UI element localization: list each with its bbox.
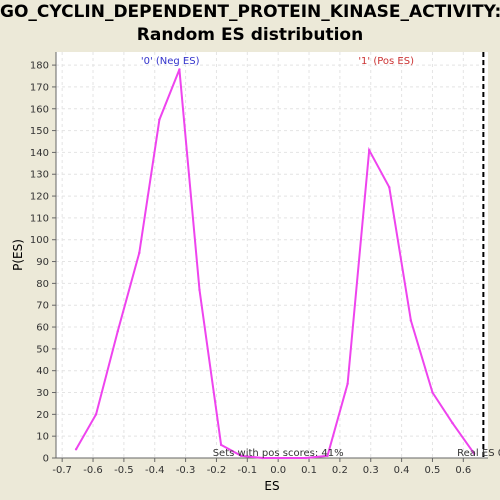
data-point [346,382,349,385]
x-tick-label: -0.4 [145,465,165,476]
data-point [431,391,434,394]
pos-es-label: '1' (Pos ES) [358,56,414,67]
y-tick-label: 40 [36,366,49,377]
x-tick-label: -0.3 [176,465,196,476]
data-point [198,288,201,292]
data-point [368,149,371,152]
data-point [138,251,141,255]
data-point [276,456,280,460]
data-point [219,443,223,447]
x-axis-ticks: -0.7 -0.6 -0.5 -0.4 -0.3 -0.2 -0.1 0.0 0.1 0.2 0.3… [52,458,471,476]
data-point [304,456,308,460]
x-tick-label: -0.6 [83,465,103,476]
x-tick-label: 0.6 [455,465,471,476]
y-tick-label: 70 [36,301,49,312]
sets-with-pos-scores: Sets with pos scores: 41% [213,448,344,459]
y-tick-label: 50 [36,344,49,355]
data-point [158,118,161,121]
x-tick-label: 0.3 [363,465,379,476]
data-point [74,448,78,451]
x-tick-label: -0.7 [52,465,72,476]
y-tick-label: 170 [30,82,49,93]
chart-title-line2: Random ES distribution [136,25,364,45]
y-tick-label: 140 [30,148,49,159]
neg-es-label: '0' (Neg ES) [141,56,200,67]
x-tick-label: 0.0 [270,465,286,476]
data-point [451,421,454,425]
real-es-label: Real ES 0. [457,448,500,459]
data-point [239,454,243,458]
x-tick-label: 0.2 [332,465,348,476]
y-axis-ticks: 0 10 20 30 40 50 60 70 80 90 100 110 120 130 140 150 160… [30,61,56,465]
x-tick-label: -0.2 [207,465,227,476]
data-point [178,68,181,71]
data-point [326,454,329,458]
data-point [472,452,476,455]
y-tick-label: 10 [36,432,49,443]
y-tick-label: 0 [43,454,49,465]
y-tick-label: 100 [30,235,49,246]
y-tick-label: 90 [36,257,49,268]
data-points [74,68,476,460]
y-tick-label: 180 [30,61,49,72]
x-tick-label: 0.1 [301,465,317,476]
chart-title-line1: GO_CYCLIN_DEPENDENT_PROTEIN_KINASE_ACTIV… [0,2,500,22]
data-point [261,456,264,460]
y-tick-label: 130 [30,170,49,181]
plot-area [56,52,488,458]
x-tick-label: 0.5 [425,465,441,476]
data-point [94,413,98,416]
x-axis-label: ES [264,479,279,493]
y-tick-label: 60 [36,323,49,334]
y-tick-label: 20 [36,410,49,421]
x-tick-label: -0.1 [238,465,258,476]
y-tick-label: 110 [30,213,49,224]
y-tick-label: 80 [36,279,49,290]
x-tick-label: 0.4 [394,465,410,476]
data-point [388,186,391,189]
data-point [116,330,119,333]
y-tick-label: 150 [30,126,49,137]
y-axis-label: P(ES) [11,239,25,271]
y-tick-label: 160 [30,104,49,115]
data-point [409,319,413,322]
es-distribution-line [75,69,475,459]
x-tick-label: -0.5 [114,465,134,476]
y-tick-label: 120 [30,192,49,203]
y-tick-label: 30 [36,388,49,399]
